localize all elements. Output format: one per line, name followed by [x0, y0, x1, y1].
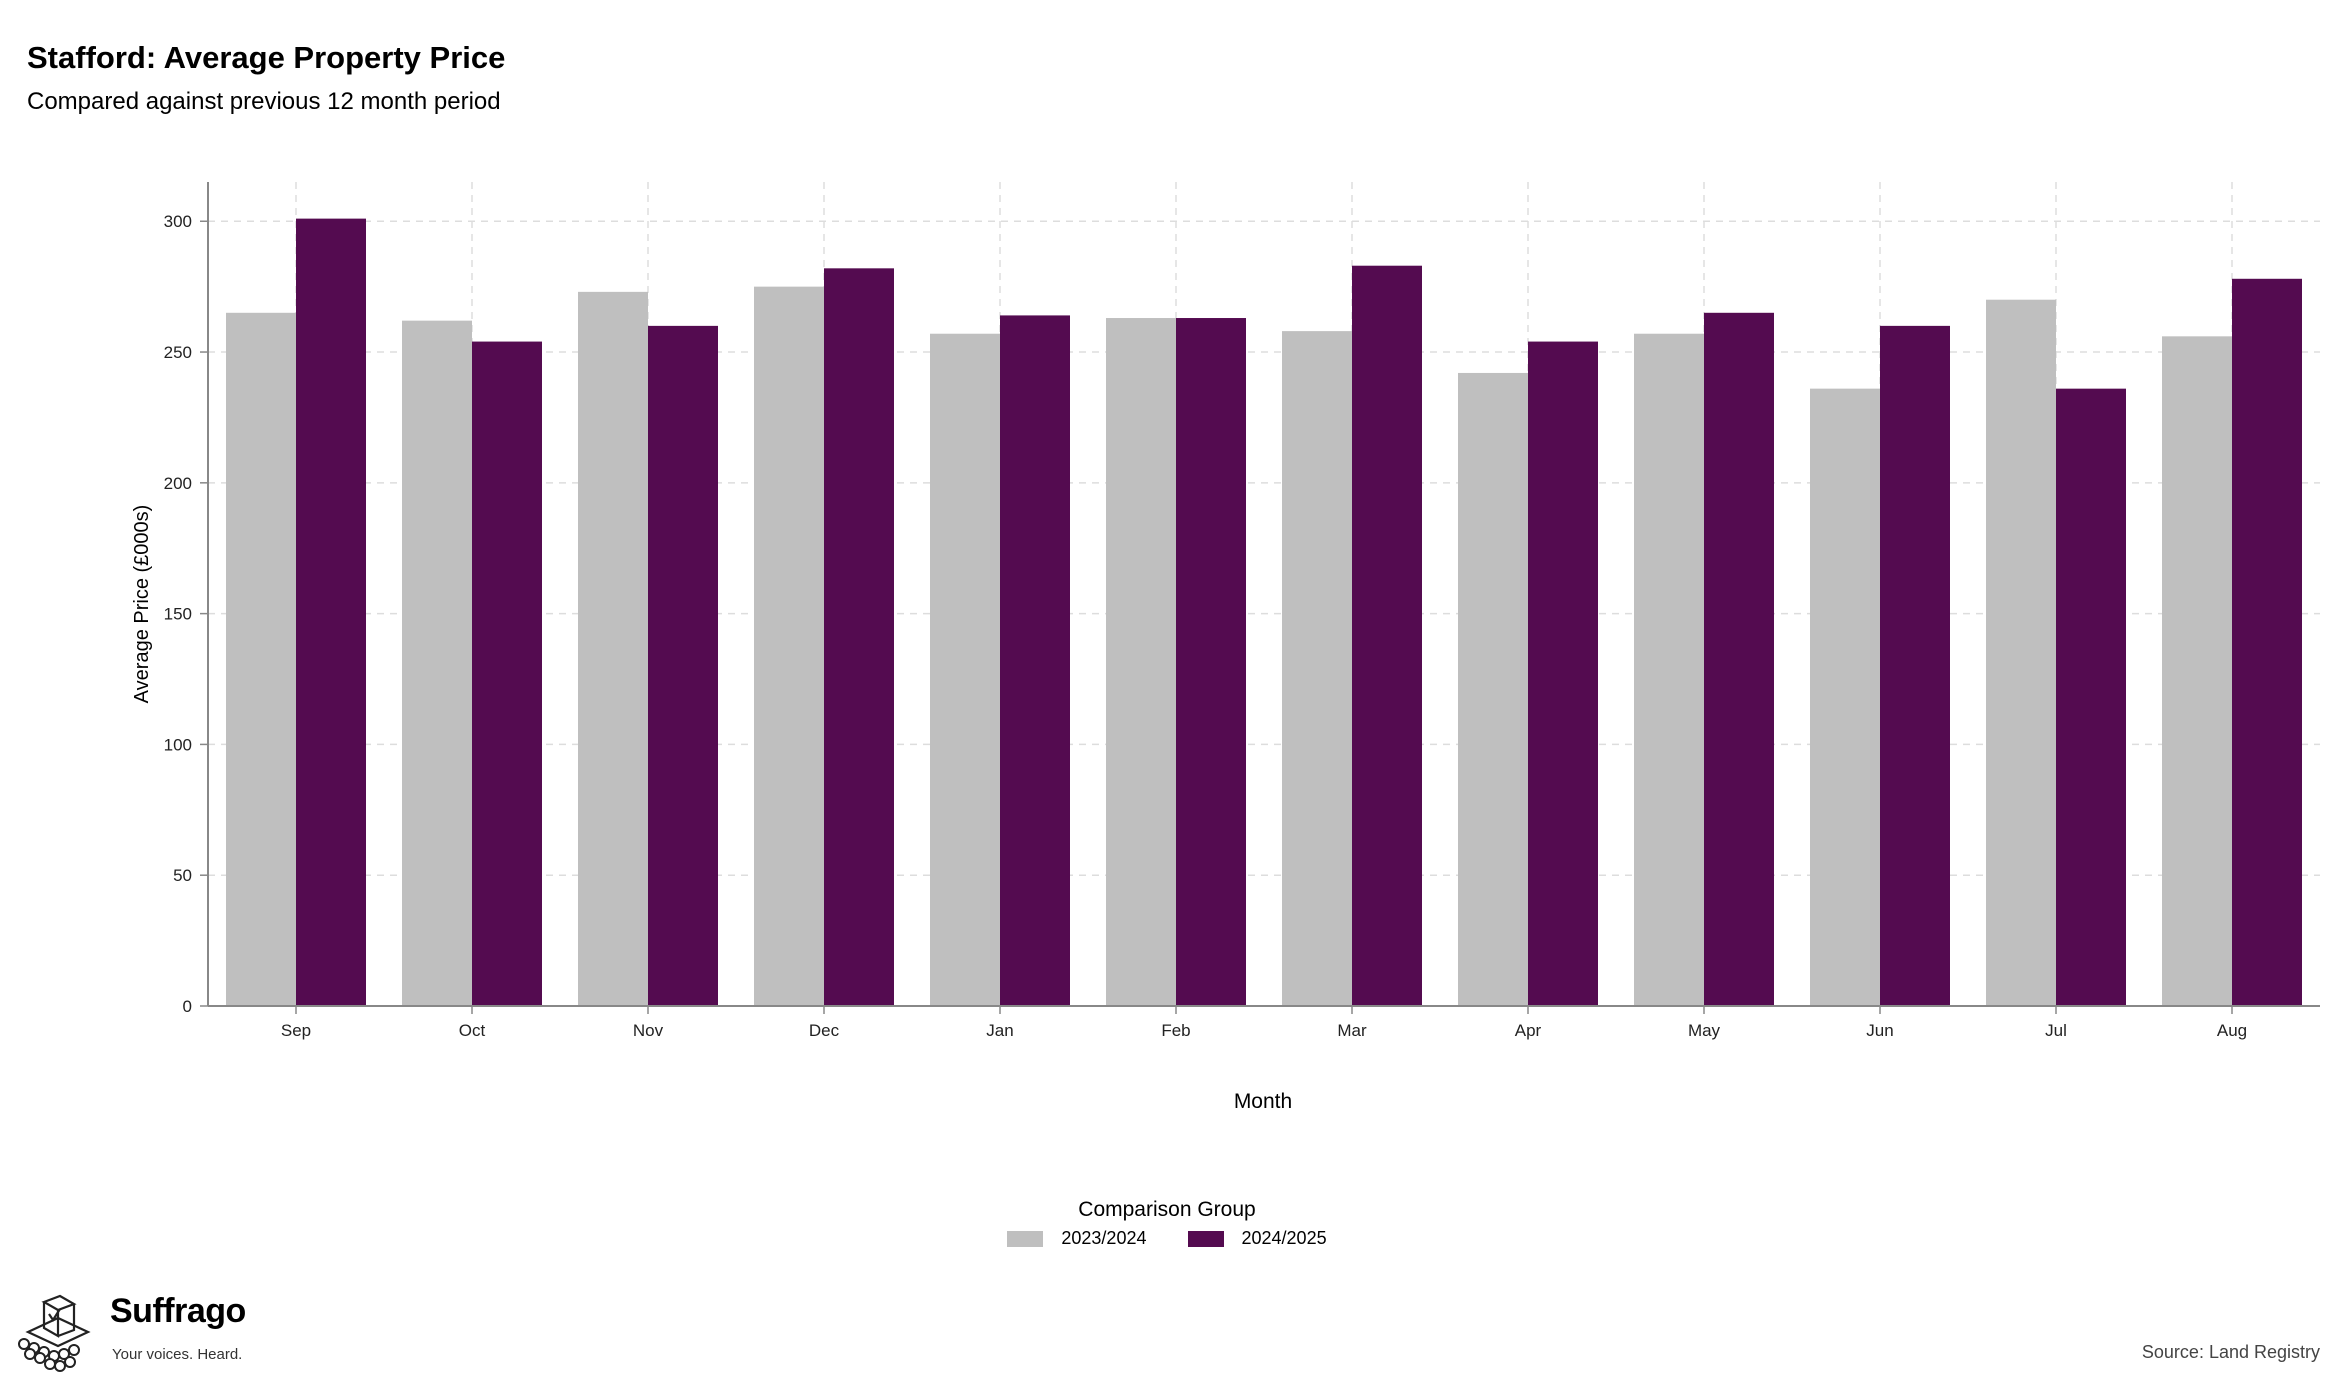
bar-apr-2024-2025	[1528, 341, 1598, 1007]
bar-jan-2023-2024	[930, 333, 1000, 1006]
brand-logo: Suffrago Your voices. Heard.	[14, 1292, 254, 1374]
bar-dec-2023-2024	[754, 286, 824, 1007]
y-tick-label: 100	[164, 735, 192, 754]
bar-jul-2024-2025	[2056, 388, 2126, 1007]
legend-swatch	[1187, 1231, 1224, 1248]
legend-item-2023-2024: 2023/2024	[1007, 1228, 1146, 1249]
y-tick-label: 250	[164, 343, 192, 362]
bar-sep-2024-2025	[296, 218, 366, 1007]
bar-oct-2024-2025	[472, 341, 542, 1007]
bar-oct-2023-2024	[402, 320, 472, 1007]
gridlines	[208, 182, 2320, 1006]
legend-label: 2024/2025	[1241, 1228, 1327, 1248]
x-tick-label: Mar	[1337, 1021, 1367, 1040]
bar-nov-2024-2025	[648, 325, 718, 1006]
brand-name: Suffrago	[110, 1292, 246, 1330]
x-tick-label: Nov	[633, 1021, 664, 1040]
bars	[226, 218, 2302, 1007]
bar-dec-2024-2025	[824, 268, 894, 1006]
bar-feb-2023-2024	[1106, 318, 1176, 1006]
bar-jul-2023-2024	[1986, 299, 2056, 1006]
y-tick-label: 200	[164, 474, 192, 493]
x-tick-label: Oct	[459, 1021, 486, 1040]
legend-label: 2023/2024	[1061, 1228, 1147, 1248]
ballot-box-icon	[18, 1294, 91, 1372]
legend: Comparison Group 2023/2024 2024/2025	[0, 1198, 2334, 1249]
bar-aug-2024-2025	[2232, 278, 2302, 1006]
bar-may-2024-2025	[1704, 312, 1774, 1006]
x-tick-label: Feb	[1161, 1021, 1190, 1040]
x-tick-label: Sep	[281, 1021, 311, 1040]
chart-subtitle: Compared against previous 12 month perio…	[27, 88, 501, 115]
x-tick-label: Jul	[2045, 1021, 2067, 1040]
chart-title: Stafford: Average Property Price	[27, 40, 506, 75]
brand-tagline: Your voices. Heard.	[112, 1346, 243, 1363]
x-tick-label: Aug	[2217, 1021, 2247, 1040]
legend-title: Comparison Group	[1078, 1198, 1256, 1221]
legend-item-2024-2025: 2024/2025	[1187, 1228, 1327, 1249]
bar-apr-2023-2024	[1458, 372, 1528, 1006]
y-tick-label: 150	[164, 605, 192, 624]
x-tick-label: Jun	[1866, 1021, 1893, 1040]
bar-feb-2024-2025	[1176, 318, 1246, 1006]
bar-jun-2023-2024	[1810, 388, 1880, 1007]
axes: 0 50 100 150 200 250 300 Sep Oct Nov Dec Jan Feb Mar A…	[164, 182, 2320, 1040]
y-axis-label: Average Price (£000s)	[131, 505, 153, 704]
bar-sep-2023-2024	[226, 312, 296, 1006]
source-note: Source: Land Registry	[2141, 1342, 2320, 1362]
legend-swatch	[1007, 1231, 1044, 1248]
x-tick-label: Apr	[1515, 1021, 1542, 1040]
bar-chart: 0 50 100 150 200 250 300 Sep Oct Nov Dec Jan Feb Mar A…	[131, 182, 2320, 1113]
y-tick-label: 0	[183, 997, 192, 1016]
x-tick-label: May	[1688, 1021, 1721, 1040]
bar-aug-2023-2024	[2162, 336, 2232, 1006]
x-tick-label: Dec	[809, 1021, 840, 1040]
y-tick-label: 50	[173, 866, 192, 885]
x-axis-label: Month	[1234, 1090, 1292, 1113]
bar-jun-2024-2025	[1880, 325, 1950, 1006]
bar-nov-2023-2024	[578, 291, 648, 1006]
bar-mar-2023-2024	[1282, 331, 1352, 1007]
bar-mar-2024-2025	[1352, 265, 1422, 1006]
y-tick-label: 300	[164, 212, 192, 231]
bar-jan-2024-2025	[1000, 315, 1070, 1006]
bar-may-2023-2024	[1634, 333, 1704, 1006]
x-tick-label: Jan	[986, 1021, 1013, 1040]
